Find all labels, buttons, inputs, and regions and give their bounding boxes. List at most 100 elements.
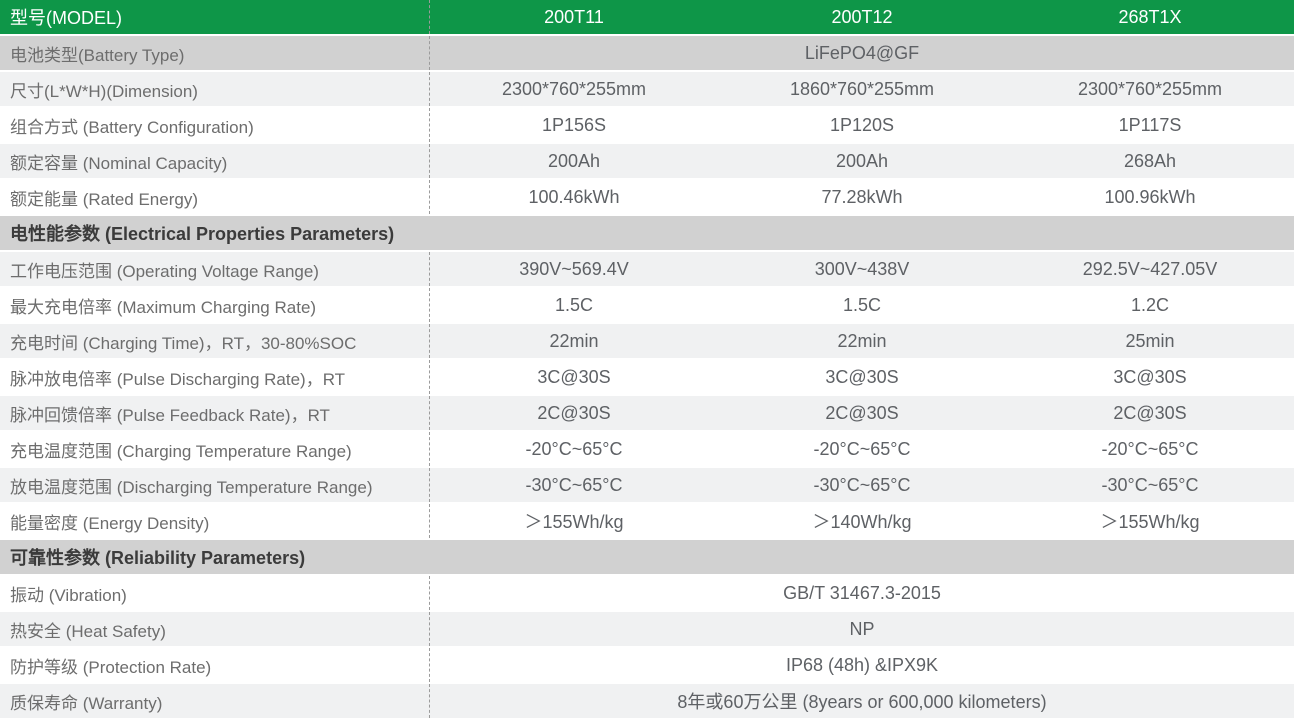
table-row: 质保寿命 (Warranty) 8年或60万公里 (8years or 600,0…: [0, 684, 1294, 718]
row-cells: 22min 22min 25min: [429, 324, 1294, 358]
row-label: 电池类型(Battery Type): [10, 45, 185, 65]
cell-value: 1860*760*255mm: [789, 78, 935, 99]
model-header-label: 型号(MODEL): [10, 8, 122, 28]
cell-value: 200Ah: [547, 150, 601, 171]
merged-cell-value: 8年或60万公里 (8years or 600,000 kilometers): [677, 692, 1047, 712]
model-header-cells: 200T11 200T12 268T1X: [429, 0, 1294, 34]
row-label: 充电时间 (Charging Time)，RT，30-80%SOC: [10, 333, 357, 353]
cell-value: 200Ah: [835, 150, 889, 171]
section-title: 可靠性参数 (Reliability Parameters): [10, 548, 306, 568]
section-title: 电性能参数 (Electrical Properties Parameters): [10, 224, 395, 244]
table-row: 充电温度范围 (Charging Temperature Range) -20°C…: [0, 432, 1294, 466]
row-label: 放电温度范围 (Discharging Temperature Range): [10, 477, 373, 497]
cell-value: 1.5C: [554, 294, 594, 315]
row-cells: 2300*760*255mm 1860*760*255mm 2300*760*255…: [429, 72, 1294, 106]
table-row: 额定容量 (Nominal Capacity) 200Ah 200Ah 268Ah: [0, 144, 1294, 178]
table-row: 尺寸(L*W*H)(Dimension) 2300*760*255mm 1860*7…: [0, 72, 1294, 106]
cell-value: -30°C~65°C: [813, 474, 911, 495]
row-label: 额定能量 (Rated Energy): [10, 189, 198, 209]
row-label: 组合方式 (Battery Configuration): [10, 117, 254, 137]
row-label: 热安全 (Heat Safety): [10, 621, 166, 641]
table-row: 防护等级 (Protection Rate) IP68 (48h) &IPX9K: [0, 648, 1294, 682]
merged-cell-value: LiFePO4@GF: [804, 42, 920, 63]
row-cells: NP: [429, 612, 1294, 646]
row-label: 防护等级 (Protection Rate): [10, 657, 212, 677]
cell-value: 77.28kWh: [821, 186, 903, 207]
table-row: 额定能量 (Rated Energy) 100.46kWh 77.28kWh 100.…: [0, 180, 1294, 214]
model-column-header-2: 200T12: [831, 6, 893, 27]
row-cells: 1P156S 1P120S 1P117S: [429, 108, 1294, 142]
section-header-row: 电性能参数 (Electrical Properties Parameters): [0, 216, 1294, 250]
table-row: 脉冲放电倍率 (Pulse Discharging Rate)，RT 3C@30S…: [0, 360, 1294, 394]
cell-value: ＞140Wh/kg: [812, 512, 912, 532]
cell-value: -20°C~65°C: [813, 438, 911, 459]
cell-value: 2C@30S: [1113, 402, 1187, 423]
row-label: 尺寸(L*W*H)(Dimension): [10, 81, 198, 101]
cell-value: 2300*760*255mm: [501, 78, 647, 99]
cell-value: -30°C~65°C: [525, 474, 623, 495]
row-label: 脉冲回馈倍率 (Pulse Feedback Rate)，RT: [10, 405, 330, 425]
cell-value: 1P117S: [1118, 114, 1182, 135]
cell-value: ＞155Wh/kg: [1100, 512, 1200, 532]
merged-cell-value: GB/T 31467.3-2015: [783, 582, 941, 603]
cell-value: ＞155Wh/kg: [524, 512, 624, 532]
table-row: 脉冲回馈倍率 (Pulse Feedback Rate)，RT 2C@30S 2C@…: [0, 396, 1294, 430]
row-label: 能量密度 (Energy Density): [10, 513, 210, 533]
cell-value: -30°C~65°C: [1101, 474, 1199, 495]
row-label: 振动 (Vibration): [10, 585, 127, 605]
cell-value: 1P120S: [829, 114, 895, 135]
row-cells: LiFePO4@GF: [429, 36, 1294, 70]
cell-value: 1P156S: [541, 114, 607, 135]
merged-cell-value: NP: [849, 618, 875, 639]
row-cells: 3C@30S 3C@30S 3C@30S: [429, 360, 1294, 394]
row-cells: 1.5C 1.5C 1.2C: [429, 288, 1294, 322]
row-cells: IP68 (48h) &IPX9K: [429, 648, 1294, 682]
table-row: 电池类型(Battery Type) LiFePO4@GF: [0, 36, 1294, 70]
row-cells: -30°C~65°C -30°C~65°C -30°C~65°C: [429, 468, 1294, 502]
cell-value: 292.5V~427.05V: [1082, 258, 1218, 279]
cell-value: 100.96kWh: [1104, 186, 1196, 207]
cell-value: 22min: [549, 330, 599, 351]
row-label: 工作电压范围 (Operating Voltage Range): [10, 261, 319, 281]
row-label: 充电温度范围 (Charging Temperature Range): [10, 441, 352, 461]
cell-value: 1.5C: [842, 294, 882, 315]
row-cells: ＞155Wh/kg ＞140Wh/kg ＞155Wh/kg: [429, 504, 1294, 538]
table-header-row: 型号(MODEL) 200T11 200T12 268T1X: [0, 0, 1294, 34]
row-cells: 2C@30S 2C@30S 2C@30S: [429, 396, 1294, 430]
cell-value: 1.2C: [1130, 294, 1170, 315]
cell-value: 25min: [1125, 330, 1175, 351]
model-column-header-1: 200T11: [544, 6, 604, 27]
row-cells: -20°C~65°C -20°C~65°C -20°C~65°C: [429, 432, 1294, 466]
model-column-header-3: 268T1X: [1118, 6, 1182, 27]
table-row: 组合方式 (Battery Configuration) 1P156S 1P120S…: [0, 108, 1294, 142]
cell-value: 100.46kWh: [528, 186, 620, 207]
cell-value: 3C@30S: [825, 366, 899, 387]
row-cells: 8年或60万公里 (8years or 600,000 kilometers): [429, 684, 1294, 718]
cell-value: 268Ah: [1123, 150, 1177, 171]
cell-value: 3C@30S: [1113, 366, 1187, 387]
table-row: 充电时间 (Charging Time)，RT，30-80%SOC 22min 22…: [0, 324, 1294, 358]
table-row: 能量密度 (Energy Density) ＞155Wh/kg ＞140Wh/kg ＞…: [0, 504, 1294, 538]
row-cells: 390V~569.4V 300V~438V 292.5V~427.05V: [429, 252, 1294, 286]
cell-value: 2C@30S: [537, 402, 611, 423]
table-row: 放电温度范围 (Discharging Temperature Range) -3…: [0, 468, 1294, 502]
cell-value: 2C@30S: [825, 402, 899, 423]
table-row: 最大充电倍率 (Maximum Charging Rate) 1.5C 1.5C 1.…: [0, 288, 1294, 322]
cell-value: 2300*760*255mm: [1077, 78, 1223, 99]
table-row: 热安全 (Heat Safety) NP: [0, 612, 1294, 646]
cell-value: -20°C~65°C: [1101, 438, 1199, 459]
row-label: 脉冲放电倍率 (Pulse Discharging Rate)，RT: [10, 369, 346, 389]
cell-value: -20°C~65°C: [525, 438, 623, 459]
row-cells: 100.46kWh 77.28kWh 100.96kWh: [429, 180, 1294, 214]
cell-value: 22min: [837, 330, 887, 351]
table-row: 振动 (Vibration) GB/T 31467.3-2015: [0, 576, 1294, 610]
cell-value: 3C@30S: [537, 366, 611, 387]
table-row: 工作电压范围 (Operating Voltage Range) 390V~569…: [0, 252, 1294, 286]
row-label: 额定容量 (Nominal Capacity): [10, 153, 228, 173]
row-label: 最大充电倍率 (Maximum Charging Rate): [10, 297, 317, 317]
row-label: 质保寿命 (Warranty): [10, 693, 163, 713]
row-cells: GB/T 31467.3-2015: [429, 576, 1294, 610]
section-header-row: 可靠性参数 (Reliability Parameters): [0, 540, 1294, 574]
cell-value: 300V~438V: [814, 258, 910, 279]
